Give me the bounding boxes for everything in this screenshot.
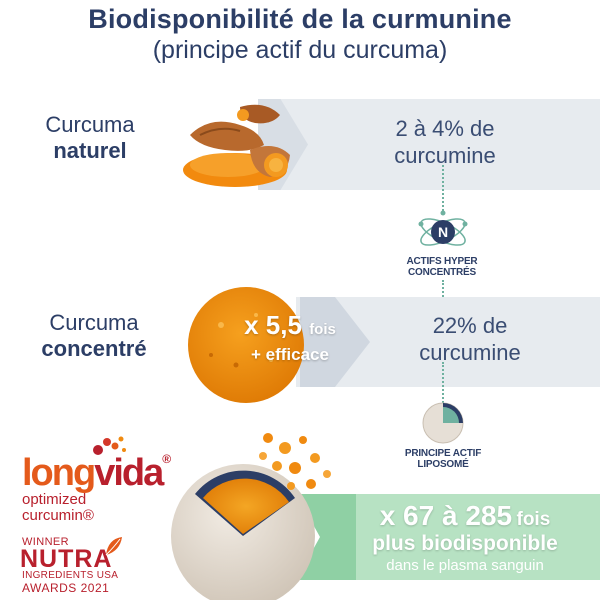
row2-multiplier: x 5,5 fois bbox=[220, 310, 360, 341]
principe-badge-label: PRINCIPE ACTIF LIPOSOMÉ bbox=[393, 448, 493, 470]
longvida-tagline: optimized curcumin® bbox=[22, 492, 94, 524]
actifs-line1: ACTIFS HYPER bbox=[406, 256, 478, 267]
award-ingredients: INGREDIENTS USA bbox=[22, 570, 119, 581]
row2-content-line1: 22% de bbox=[432, 313, 508, 338]
molecule-icon: N bbox=[418, 210, 468, 246]
award-leaf-icon bbox=[105, 537, 122, 556]
award-nutra: NUTRA bbox=[20, 545, 113, 573]
row2-multiplier-line2: + efficace bbox=[251, 345, 329, 364]
row1-bar bbox=[258, 99, 600, 190]
row2-label: Curcuma concentré bbox=[30, 310, 158, 362]
liposome-sphere-image bbox=[171, 433, 331, 600]
row1-label: Curcuma naturel bbox=[30, 112, 150, 164]
row3-multiplier-suffix: fois bbox=[516, 509, 551, 530]
row2-content: 22% de curcumine bbox=[380, 312, 560, 366]
row3-multiplier-value: x 67 à 285 bbox=[379, 500, 513, 531]
award-winner: WINNER bbox=[22, 536, 70, 548]
page-subtitle: (principe actif du curcuma) bbox=[152, 36, 448, 64]
longvida-brand: longvida® bbox=[22, 452, 171, 495]
tagline1: optimized bbox=[22, 491, 87, 508]
principe-line1: PRINCIPE ACTIF bbox=[404, 448, 482, 459]
longvida-dots-icon bbox=[93, 436, 126, 455]
award-year: AWARDS 2021 bbox=[22, 581, 110, 595]
principe-line2: LIPOSOMÉ bbox=[417, 459, 469, 470]
row1-content: 2 à 4% de curcumine bbox=[340, 115, 550, 169]
row2-label-line1: Curcuma bbox=[49, 310, 139, 335]
brand-part2: vida bbox=[94, 452, 164, 494]
row1-label-line2: naturel bbox=[53, 138, 127, 163]
row3-multiplier: x 67 à 285 fois bbox=[340, 500, 590, 532]
connector-dotted-1 bbox=[442, 165, 444, 215]
row2-content-line2: curcumine bbox=[419, 340, 521, 365]
row1-content-line1: 2 à 4% de bbox=[395, 116, 495, 141]
row2-multiplier-value: x 5,5 bbox=[244, 310, 302, 340]
connector-dotted-3 bbox=[442, 362, 444, 406]
row3-bar bbox=[330, 494, 600, 580]
turmeric-root-image bbox=[183, 104, 290, 187]
row1-content-line2: curcumine bbox=[394, 143, 496, 168]
page-title: Biodisponibilité de la curmunine bbox=[88, 4, 512, 34]
turmeric-powder-circle bbox=[188, 287, 304, 403]
row3-line3: dans le plasma sanguin bbox=[386, 557, 544, 574]
brand-part1: long bbox=[22, 452, 96, 494]
row3-line2: plus biodisponible bbox=[372, 532, 558, 555]
row2-label-line2: concentré bbox=[41, 336, 147, 361]
brand-mark: ® bbox=[162, 452, 171, 466]
connector-dotted-2 bbox=[442, 280, 444, 300]
actifs-badge-label: ACTIFS HYPER CONCENTRÉS bbox=[392, 256, 492, 278]
row1-label-line1: Curcuma bbox=[45, 112, 135, 137]
row2-multiplier-suffix: fois bbox=[309, 321, 336, 338]
tagline2: curcumin® bbox=[22, 507, 94, 524]
liposome-icon bbox=[422, 402, 464, 444]
svg-text:N: N bbox=[438, 224, 448, 240]
actifs-line2: CONCENTRÉS bbox=[407, 267, 476, 278]
